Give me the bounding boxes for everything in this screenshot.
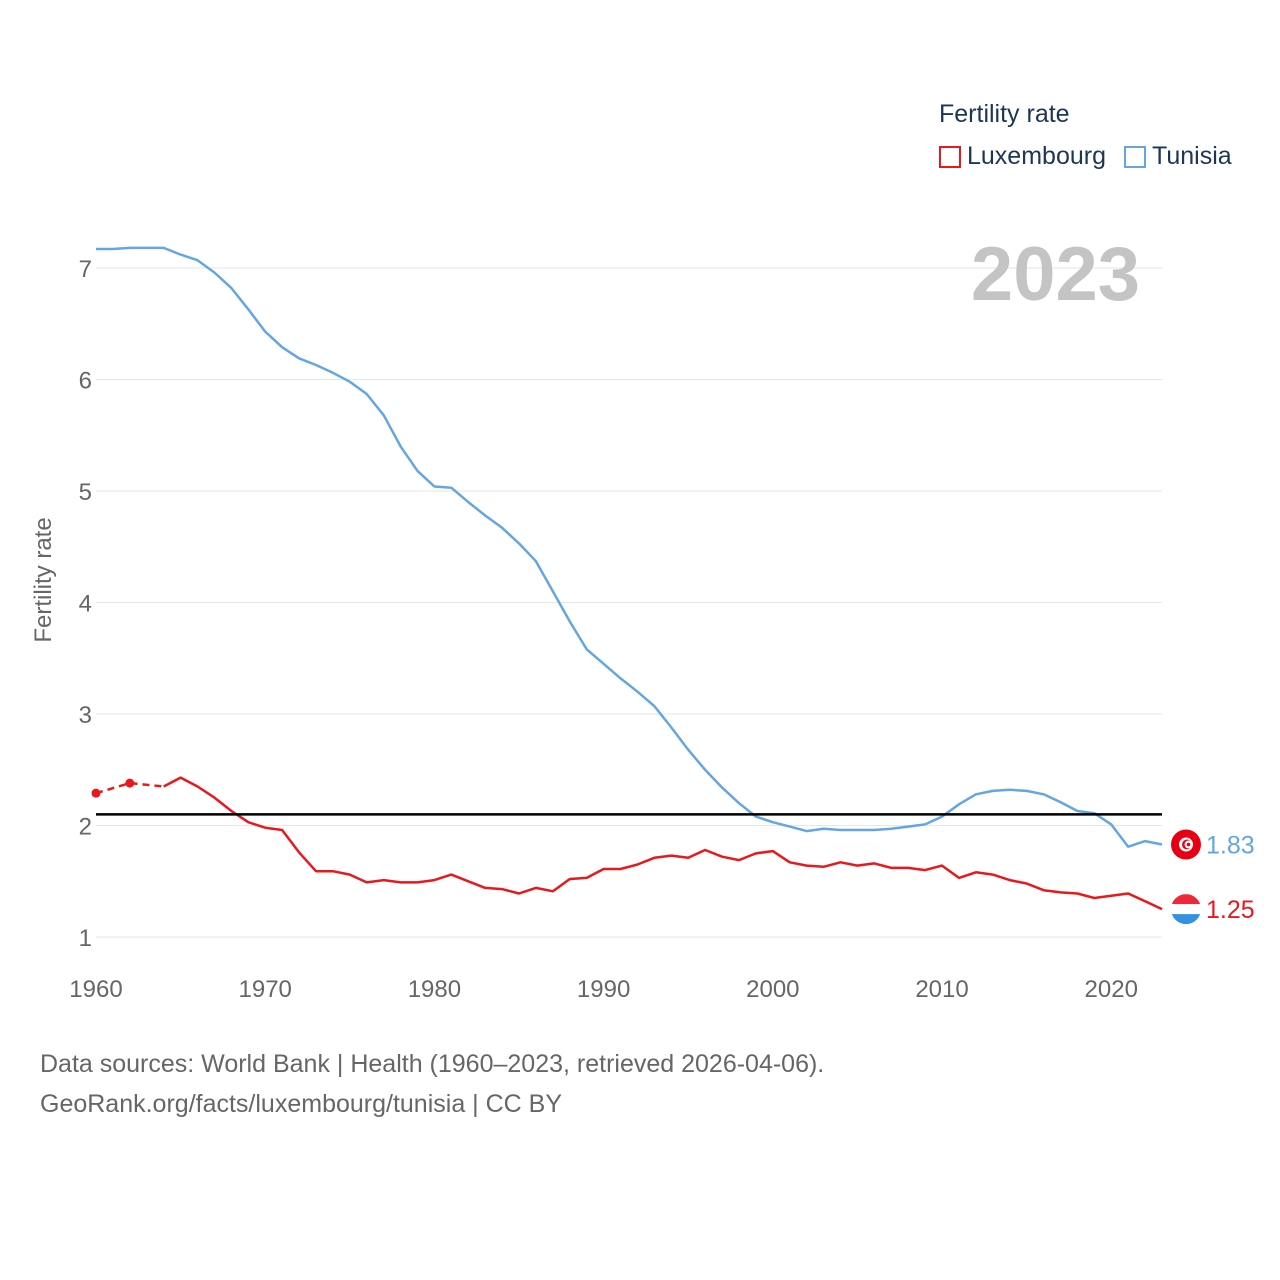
source-line-1: Data sources: World Bank | Health (1960–… [40,1050,825,1078]
y-axis-label: Fertility rate [30,517,57,642]
legend-swatch-luxembourg [939,145,961,168]
flag-stripe-blue [1171,914,1201,925]
flag-stripe-white [1171,904,1201,915]
y-tick-label: 5 [79,479,92,506]
luxembourg-flag-stripes [1171,894,1201,925]
y-tick-label: 1 [79,925,92,952]
year-label: 2023 [971,232,1140,317]
tunisia-flag [1171,829,1201,860]
y-axis-ticks: 1 2 3 4 5 6 7 [79,256,92,952]
luxembourg-flag [1171,894,1201,925]
data-point-luxembourg [125,778,135,788]
x-axis-ticks: 1960 1970 1980 1990 2000 2010 2020 [69,976,1138,1003]
x-tick-label: 2010 [915,976,968,1003]
flag-stripe-red [1171,894,1201,905]
legend-item-tunisia[interactable]: Tunisia [1123,142,1232,171]
x-tick-label: 2020 [1085,976,1138,1003]
legend: Luxembourg Tunisia [939,142,1250,171]
tunisia-star [1186,842,1191,847]
legend-item-luxembourg[interactable]: Luxembourg [939,142,1106,171]
data-point-luxembourg [91,788,101,798]
legend-swatch-tunisia [1123,145,1146,168]
x-tick-label: 1980 [408,976,461,1003]
y-tick-label: 6 [79,368,92,395]
legend-label-luxembourg: Luxembourg [967,142,1106,170]
end-label-tunisia: 1.83 [1206,832,1255,860]
grid-lines [96,267,1162,938]
series-line-luxembourg [163,776,1163,911]
legend-label-tunisia: Tunisia [1151,142,1232,170]
source-note: Data sources: World Bank | Health (1960–… [40,1044,824,1124]
y-tick-label: 4 [79,591,92,618]
series-layer [91,246,1163,911]
y-tick-label: 7 [79,256,92,283]
source-line-2: GeoRank.org/facts/luxembourg/tunisia | C… [40,1090,563,1118]
x-tick-label: 2000 [746,976,799,1003]
legend-title: Fertility rate [939,100,1070,128]
series-line-tunisia [96,246,1163,848]
y-tick-label: 2 [79,814,92,841]
end-markers: 1.83 1.25 [1171,829,1255,925]
x-tick-label: 1990 [577,976,630,1003]
x-tick-label: 1970 [239,976,292,1003]
y-tick-label: 3 [79,702,92,729]
end-label-luxembourg: 1.25 [1206,896,1255,924]
x-tick-label: 1960 [69,976,122,1003]
